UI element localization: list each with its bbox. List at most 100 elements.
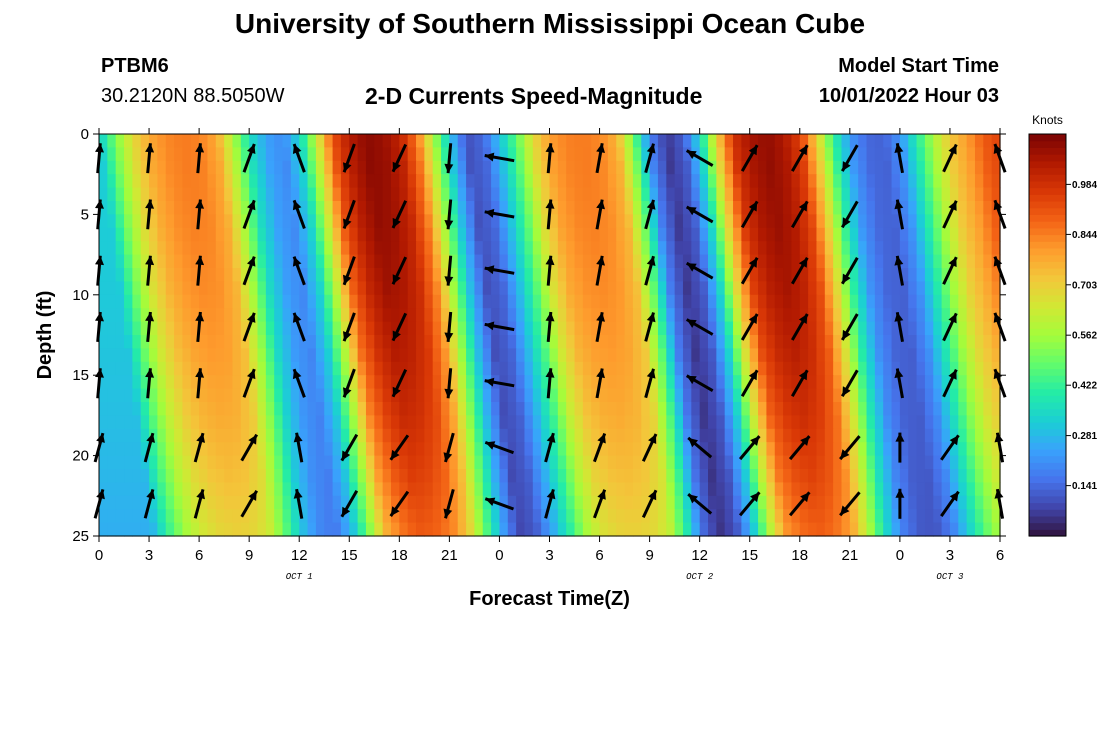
heatmap-cell (207, 428, 217, 443)
heatmap-cell (199, 495, 209, 510)
heatmap-cell (299, 522, 309, 537)
heatmap-cell (140, 361, 150, 376)
heatmap-cell (307, 388, 317, 403)
heatmap-cell (674, 281, 684, 296)
heatmap-cell (207, 335, 217, 349)
heatmap-cell (733, 415, 742, 430)
heatmap-cell (390, 361, 400, 376)
heatmap-cell (716, 174, 726, 189)
colorbar-segment (1029, 274, 1066, 282)
heatmap-cell (182, 214, 192, 229)
heatmap-cell (207, 442, 217, 457)
heatmap-cell (774, 241, 784, 256)
heatmap-cell (566, 268, 576, 282)
heatmap-cell (416, 241, 425, 256)
heatmap-cell (207, 254, 217, 269)
heatmap-cell (991, 134, 1001, 148)
heatmap-cell (599, 294, 609, 309)
heatmap-cell (607, 428, 617, 443)
heatmap-cell (516, 227, 526, 242)
heatmap-cell (424, 134, 434, 148)
heatmap-cell (983, 375, 993, 390)
heatmap-cell (557, 442, 567, 457)
heatmap-cell (657, 402, 667, 416)
heatmap-cell (557, 281, 567, 296)
heatmap-cell (808, 160, 818, 175)
heatmap-cell (257, 348, 267, 363)
heatmap-cell (132, 402, 142, 416)
heatmap-cell (265, 134, 275, 148)
heatmap-cell (190, 308, 200, 323)
heatmap-cell (682, 455, 692, 470)
heatmap-cell (407, 495, 417, 510)
heatmap-cell (824, 415, 834, 430)
heatmap-cell (682, 348, 692, 363)
heatmap-cell (524, 442, 534, 457)
heatmap-cell (466, 361, 476, 376)
heatmap-cell (724, 174, 734, 189)
heatmap-cell (382, 134, 392, 148)
heatmap-cell (349, 241, 359, 256)
heatmap-cell (157, 415, 167, 430)
heatmap-cell (324, 160, 334, 175)
heatmap-cell (866, 321, 876, 336)
heatmap-cell (766, 227, 776, 242)
heatmap-cell (315, 482, 325, 497)
heatmap-cell (541, 147, 551, 162)
heatmap-cell (140, 348, 150, 363)
heatmap-cell (991, 495, 1001, 510)
colorbar-segment (1029, 294, 1066, 303)
arrow-head (292, 256, 302, 267)
heatmap-cell (799, 187, 809, 202)
heatmap-cell (99, 160, 108, 175)
heatmap-cell (132, 469, 142, 483)
heatmap-cell (549, 294, 559, 309)
heatmap-cell (99, 495, 108, 510)
heatmap-cell (365, 375, 375, 390)
heatmap-cell (257, 294, 267, 309)
heatmap-cell (883, 442, 893, 457)
heatmap-cell (874, 214, 884, 229)
heatmap-cell (482, 147, 492, 162)
heatmap-cell (491, 308, 501, 323)
heatmap-cell (199, 415, 209, 430)
heatmap-cell (124, 227, 133, 242)
heatmap-cell (299, 187, 309, 202)
heatmap-cell (557, 174, 567, 189)
heatmap-cell (207, 214, 217, 229)
heatmap-cell (749, 160, 759, 175)
heatmap-cell (958, 522, 968, 537)
heatmap-cell (599, 174, 609, 189)
heatmap-cell (432, 134, 442, 148)
heatmap-cell (566, 134, 576, 148)
heatmap-cell (199, 254, 209, 269)
heatmap-cell (641, 335, 651, 349)
heatmap-cell (641, 482, 651, 497)
heatmap-cell (257, 134, 267, 148)
current-arrow (685, 149, 714, 167)
heatmap-cell (265, 160, 275, 175)
heatmap-cell (874, 254, 884, 269)
colorbar-segment (1029, 375, 1066, 383)
heatmap-cell (682, 321, 692, 336)
heatmap-cell (299, 241, 309, 256)
heatmap-cell (674, 214, 684, 229)
heatmap-cell (307, 160, 317, 175)
heatmap-cell (474, 241, 484, 256)
heatmap-cell (849, 469, 859, 483)
heatmap-cell (557, 335, 567, 349)
heatmap-cell (299, 428, 309, 443)
heatmap-cell (858, 268, 868, 282)
heatmap-cell (574, 147, 584, 162)
current-arrow (145, 199, 155, 230)
heatmap-cell (399, 294, 409, 309)
heatmap-cell (516, 147, 526, 162)
heatmap-cell (365, 308, 375, 323)
current-arrow (389, 434, 410, 461)
arrow-head (894, 199, 904, 210)
arrow-head (798, 145, 808, 156)
heatmap-cell (808, 294, 818, 309)
heatmap-cell (833, 187, 843, 202)
heatmap-cell (324, 227, 334, 242)
heatmap-cell (165, 442, 175, 457)
